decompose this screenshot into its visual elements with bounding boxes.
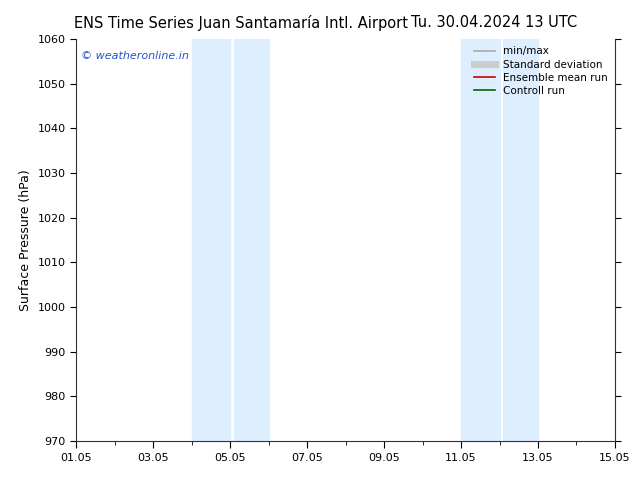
Text: Tu. 30.04.2024 13 UTC: Tu. 30.04.2024 13 UTC bbox=[411, 15, 578, 30]
Bar bbox=[461, 39, 500, 441]
Legend: min/max, Standard deviation, Ensemble mean run, Controll run: min/max, Standard deviation, Ensemble me… bbox=[470, 42, 612, 100]
Bar bbox=[234, 39, 269, 441]
Text: ENS Time Series Juan Santamaría Intl. Airport: ENS Time Series Juan Santamaría Intl. Ai… bbox=[74, 15, 408, 31]
Text: © weatheronline.in: © weatheronline.in bbox=[81, 51, 190, 61]
Y-axis label: Surface Pressure (hPa): Surface Pressure (hPa) bbox=[19, 169, 32, 311]
Bar bbox=[191, 39, 230, 441]
Bar bbox=[503, 39, 538, 441]
